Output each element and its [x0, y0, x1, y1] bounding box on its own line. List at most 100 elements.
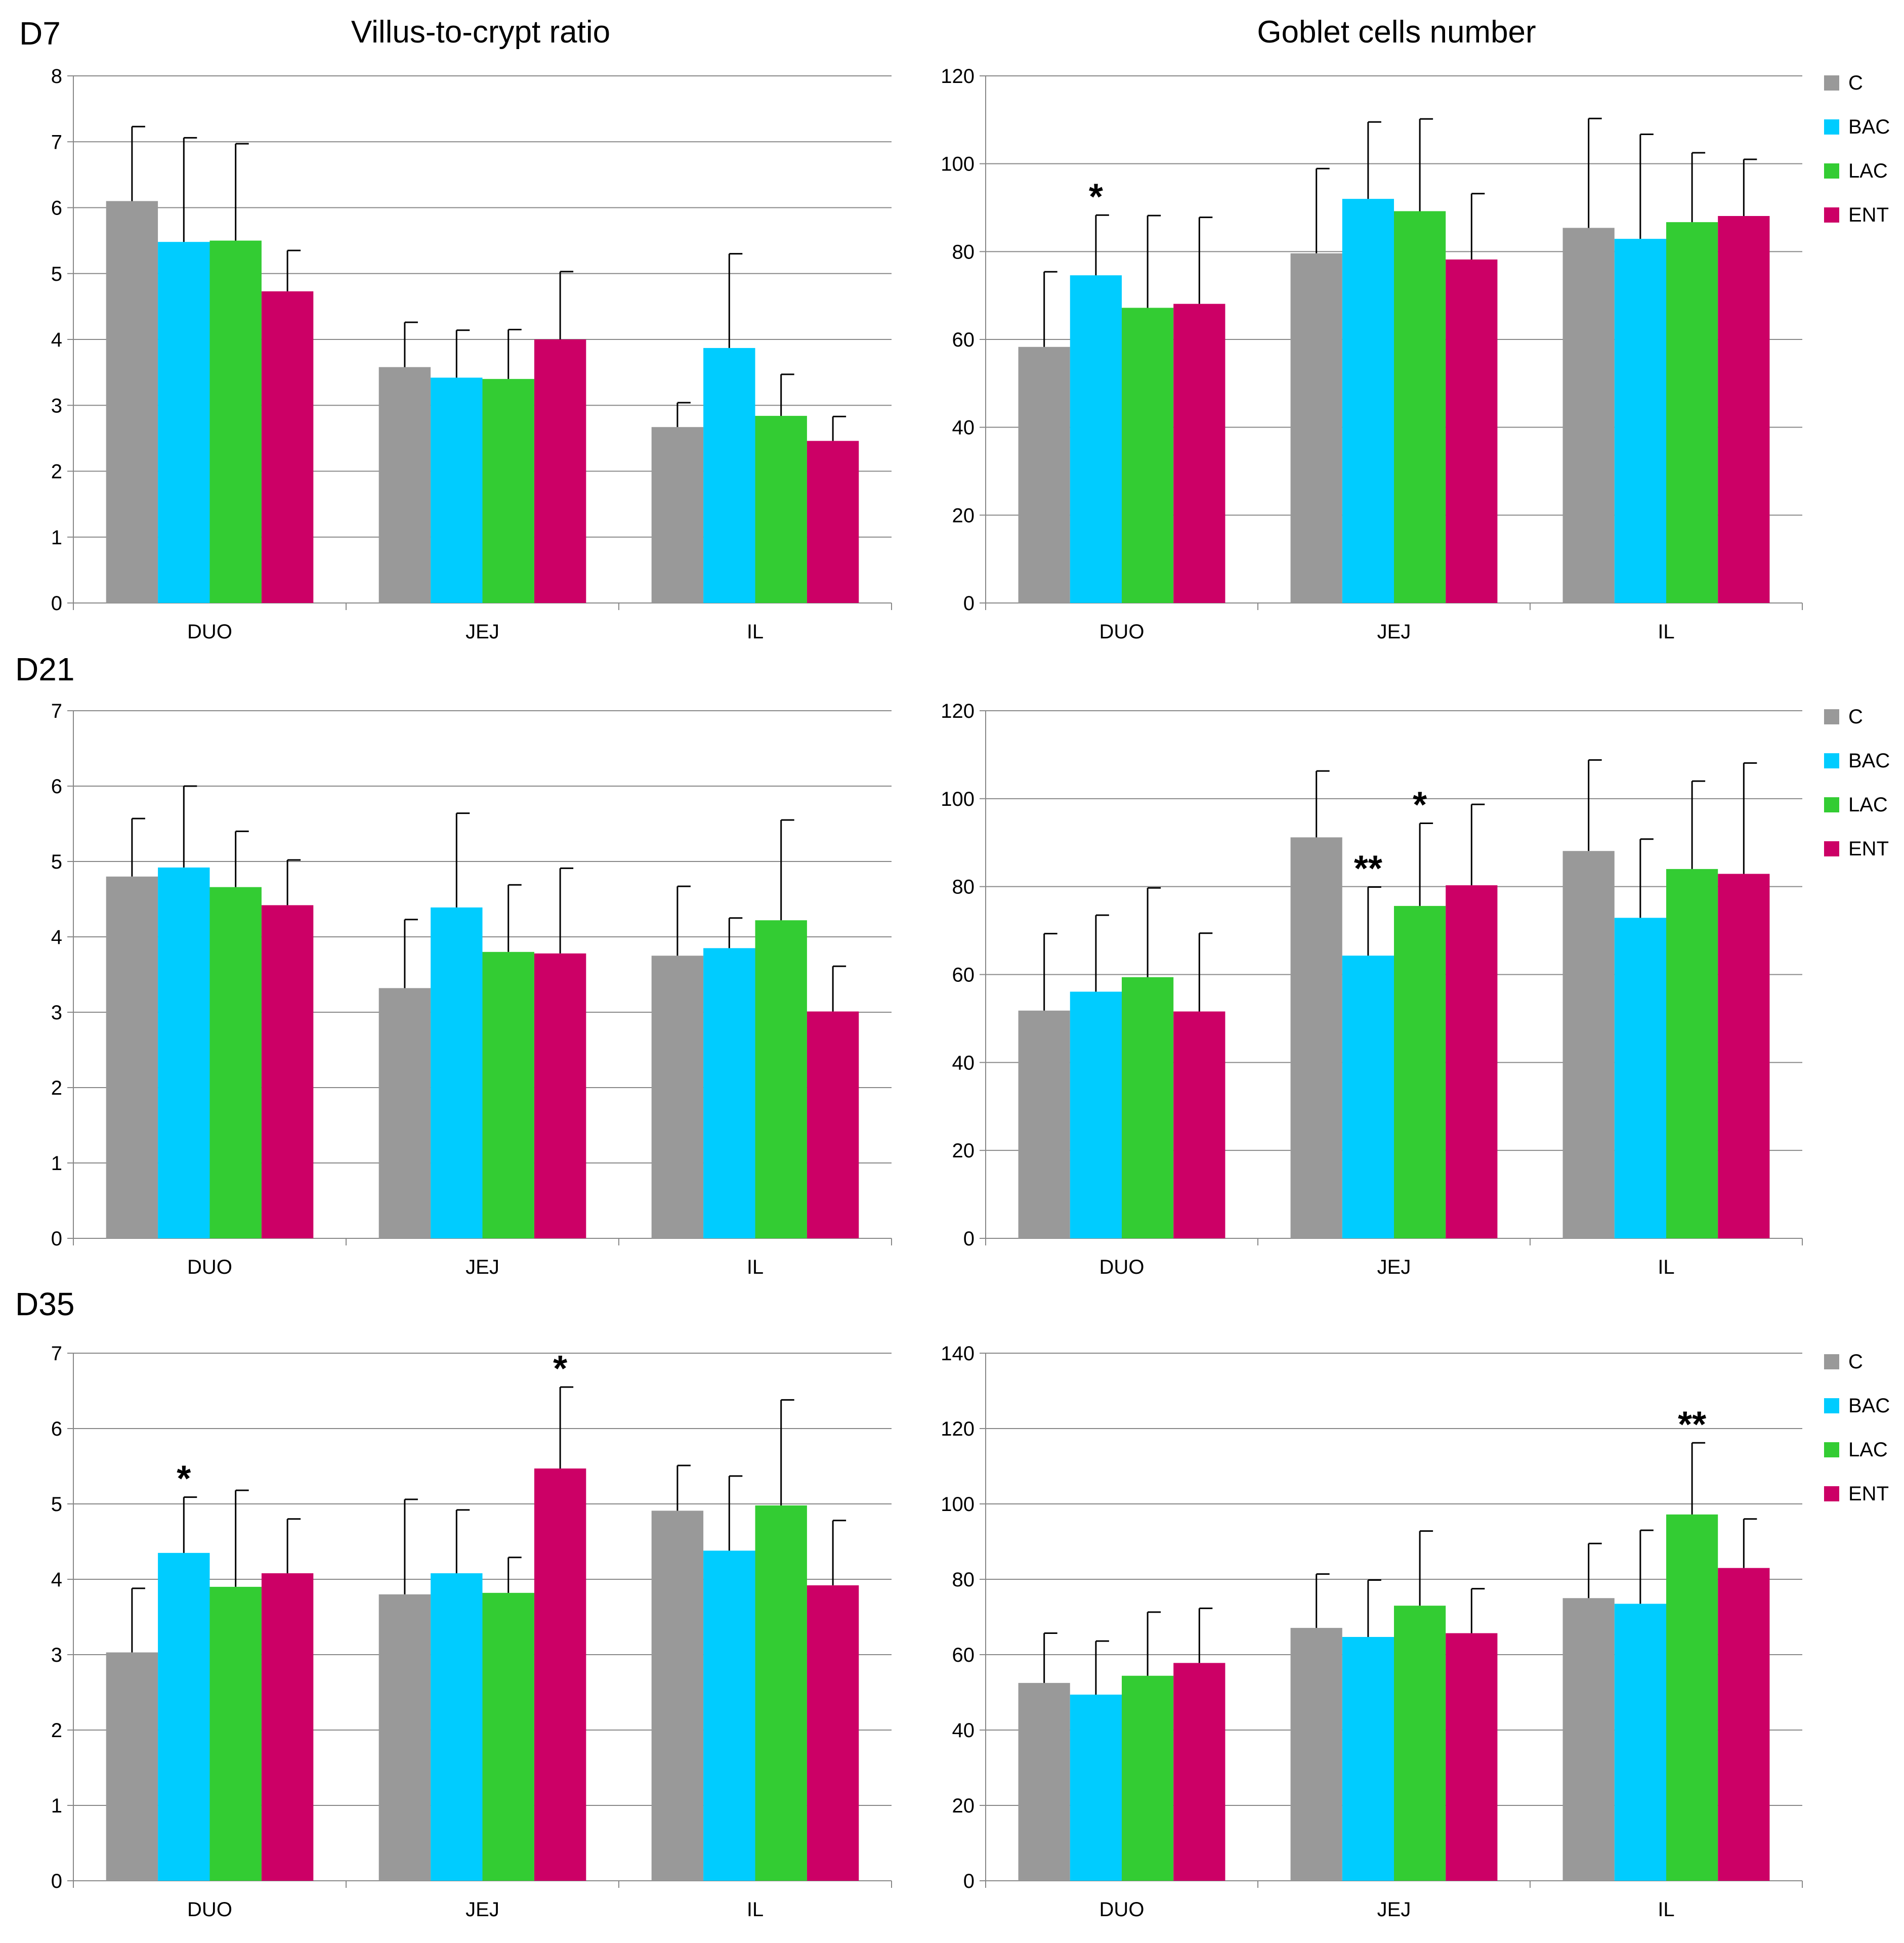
- bar-c-il: [1562, 228, 1615, 603]
- y-tick-label: 7: [51, 1343, 62, 1365]
- legend-label-c: C: [1848, 72, 1863, 94]
- y-tick-label: 60: [952, 964, 975, 986]
- bar-ent-il: [807, 1585, 859, 1881]
- legend-label-ent: ENT: [1848, 204, 1889, 226]
- bar-ent-duo: [261, 1573, 314, 1881]
- bar-bac-duo: [1070, 991, 1122, 1238]
- bar-c-jej: [378, 988, 431, 1238]
- bar-c-il: [1562, 851, 1615, 1238]
- category-label-duo: DUO: [187, 1898, 232, 1921]
- y-tick-label: 0: [51, 1228, 62, 1250]
- category-label-il: IL: [747, 621, 764, 643]
- category-label-jej: JEJ: [1377, 621, 1411, 643]
- y-tick-label: 100: [941, 1493, 975, 1516]
- y-tick-label: 1: [51, 1152, 62, 1175]
- category-label-duo: DUO: [1099, 1898, 1145, 1921]
- legend-swatch-c: [1824, 75, 1839, 91]
- legend-label-bac: BAC: [1848, 750, 1890, 772]
- category-label-jej: JEJ: [1377, 1256, 1411, 1278]
- bar-bac-jej: [431, 377, 483, 603]
- y-tick-label: 6: [51, 775, 62, 798]
- bar-lac-il: [755, 416, 807, 603]
- bar-c-duo: [106, 876, 158, 1238]
- category-label-jej: JEJ: [1377, 1898, 1411, 1921]
- legend-swatch-bac: [1824, 119, 1839, 135]
- category-label-jej: JEJ: [466, 621, 499, 643]
- y-tick-label: 0: [963, 592, 975, 615]
- chart-d7-vc: 0 1 2 3 4 5 6 7 8 DUO JEJ IL: [51, 65, 892, 643]
- bar-c-jej: [378, 367, 431, 603]
- bar-lac-il: [1666, 222, 1718, 603]
- y-tick-label: 1: [51, 1795, 62, 1817]
- bar-bac-jej: [431, 907, 483, 1238]
- bar-c-duo: [106, 201, 158, 603]
- column-title-left: Villus-to-crypt ratio: [351, 15, 610, 50]
- bar-ent-il: [807, 441, 859, 603]
- bar-c-jej: [1290, 253, 1342, 603]
- bar-ent-jej: [534, 953, 586, 1238]
- y-tick-label: 4: [51, 1569, 62, 1591]
- y-tick-label: 20: [952, 1795, 975, 1817]
- y-tick-label: 40: [952, 1052, 975, 1074]
- significance-marker: *: [553, 1349, 567, 1389]
- y-tick-label: 120: [941, 65, 975, 88]
- bar-c-duo: [1018, 347, 1070, 603]
- bar-ent-jej: [534, 339, 586, 603]
- bar-ent-il: [807, 1011, 859, 1238]
- bar-lac-jej: [482, 379, 534, 603]
- row-label-d35: D35: [15, 1286, 74, 1322]
- legend-swatch-bac: [1824, 1398, 1839, 1413]
- bar-ent-jej: [534, 1468, 586, 1881]
- bar-c-duo: [106, 1652, 158, 1881]
- legend-swatch-lac: [1824, 1442, 1839, 1457]
- bar-bac-duo: [1070, 275, 1122, 603]
- bar-bac-duo: [158, 242, 210, 603]
- y-tick-label: 80: [952, 241, 975, 263]
- category-label-duo: DUO: [1099, 1256, 1145, 1278]
- bar-ent-il: [1718, 874, 1770, 1238]
- y-tick-label: 5: [51, 1493, 62, 1516]
- category-label-duo: DUO: [187, 621, 232, 643]
- bar-bac-il: [1614, 239, 1666, 603]
- significance-marker: **: [1354, 849, 1382, 889]
- significance-marker: **: [1678, 1404, 1706, 1445]
- y-tick-label: 6: [51, 1418, 62, 1440]
- y-tick-label: 4: [51, 329, 62, 351]
- bar-lac-il: [755, 920, 807, 1238]
- chart-d21-vc: 0 1 2 3 4 5 6 7 DUO JEJ IL: [51, 700, 892, 1278]
- y-tick-label: 40: [952, 1719, 975, 1742]
- significance-marker: *: [1413, 785, 1427, 826]
- bar-c-jej: [1290, 837, 1342, 1238]
- y-tick-label: 100: [941, 153, 975, 176]
- bar-bac-duo: [1070, 1694, 1122, 1881]
- y-tick-label: 7: [51, 700, 62, 722]
- legend-label-ent: ENT: [1848, 1483, 1889, 1505]
- y-tick-label: 20: [952, 1140, 975, 1162]
- bar-lac-jej: [1394, 905, 1446, 1238]
- legend-swatch-ent: [1824, 1486, 1839, 1501]
- bar-bac-duo: [158, 867, 210, 1238]
- bar-bac-il: [703, 1550, 755, 1881]
- legend-label-ent: ENT: [1848, 838, 1889, 860]
- y-tick-label: 0: [963, 1870, 975, 1892]
- bar-ent-jej: [1446, 885, 1498, 1238]
- bar-c-il: [651, 427, 704, 603]
- bar-ent-il: [1718, 215, 1770, 603]
- bar-lac-il: [1666, 1514, 1718, 1881]
- y-tick-label: 1: [51, 527, 62, 549]
- y-tick-label: 6: [51, 197, 62, 220]
- bar-bac-il: [703, 948, 755, 1238]
- bar-lac-duo: [1122, 308, 1174, 603]
- bar-bac-jej: [1342, 199, 1394, 603]
- y-tick-label: 2: [51, 1719, 62, 1742]
- bar-lac-duo: [1122, 977, 1174, 1238]
- legend-swatch-ent: [1824, 207, 1839, 223]
- bar-c-il: [651, 956, 704, 1238]
- row-label-d21: D21: [15, 651, 74, 687]
- y-tick-label: 7: [51, 131, 62, 153]
- y-tick-label: 0: [51, 1870, 62, 1892]
- chart-d35-gc: 0 20 40 60 80 100 120 140 DUO JEJ IL ** C BAC LAC ENT: [941, 1343, 1890, 1921]
- y-tick-label: 5: [51, 851, 62, 873]
